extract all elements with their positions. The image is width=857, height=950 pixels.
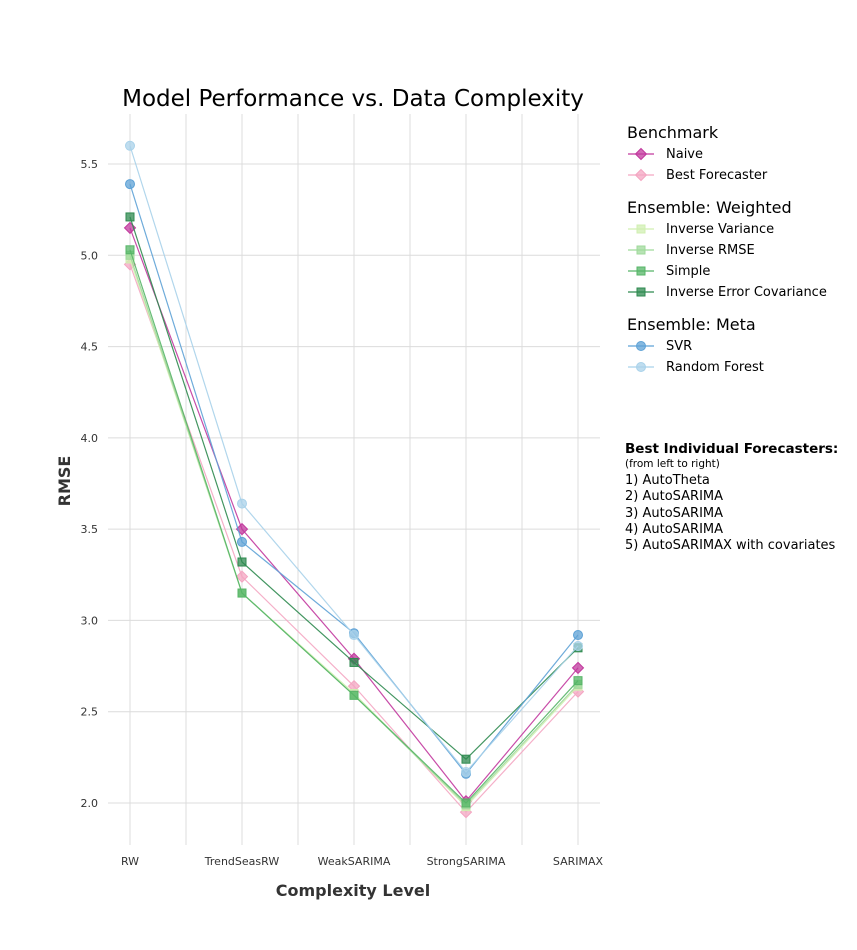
legend-group-title: Ensemble: Meta [627, 315, 756, 334]
legend-marker [636, 341, 646, 351]
x-tick-label: SARIMAX [553, 855, 604, 868]
legend-label: Random Forest [666, 360, 764, 375]
notes-subheading: (from left to right) [625, 458, 720, 470]
data-point-simple [125, 245, 135, 255]
x-axis-label: Complexity Level [276, 881, 430, 900]
data-point-svr [237, 536, 247, 547]
data-point-naive [571, 661, 585, 675]
data-point-inverse-error-covariance [461, 754, 471, 764]
data-point-random-forest [461, 766, 471, 777]
legend: Benchmark Naive Best Forecaster Ensemble: W… [627, 123, 827, 375]
y-tick-label: 4.5 [81, 341, 99, 354]
legend-marker [636, 266, 646, 276]
legend-group-title: Benchmark [627, 123, 719, 142]
legend-marker [636, 287, 646, 297]
x-tick-labels: RW TrendSeasRW WeakSARIMA StrongSARIMA SARIM… [121, 855, 604, 868]
legend-label: Naive [666, 147, 703, 162]
notes-item: 5) AutoSARIMAX with covariates [625, 538, 836, 554]
y-tick-label: 4.0 [81, 432, 99, 445]
y-axis-label: RMSE [55, 456, 74, 507]
data-point-svr [573, 630, 583, 641]
x-tick-label: WeakSARIMA [318, 855, 391, 868]
y-tick-label: 3.0 [81, 614, 99, 627]
data-point-simple [237, 588, 247, 598]
notes-item: 4) AutoSARIMA [625, 521, 724, 537]
legend-group-title: Ensemble: Weighted [627, 198, 792, 217]
data-point-random-forest [573, 640, 583, 651]
data-point-simple [461, 798, 471, 808]
y-tick-label: 2.0 [81, 797, 99, 810]
y-tick-label: 3.5 [81, 523, 99, 536]
legend-marker [636, 245, 646, 255]
data-point-best-forecaster [235, 570, 249, 583]
legend-marker [636, 224, 646, 234]
legend-label: Simple [666, 264, 710, 279]
x-tick-label: TrendSeasRW [204, 855, 280, 868]
notes-item: 3) AutoSARIMA [625, 505, 724, 521]
forecaster-notes: Best Individual Forecasters: (from left … [625, 441, 838, 554]
data-point-inverse-error-covariance [349, 657, 359, 667]
grid [108, 114, 600, 845]
legend-marker [634, 147, 648, 161]
legend-label: Inverse Variance [666, 222, 774, 237]
legend-marker [636, 362, 646, 372]
data-point-inverse-error-covariance [237, 557, 247, 567]
series-group [123, 140, 585, 819]
data-point-random-forest [237, 498, 247, 509]
notes-item: 2) AutoSARIMA [625, 489, 724, 505]
legend-label: Inverse RMSE [666, 243, 755, 258]
data-point-random-forest [125, 140, 135, 151]
legend-marker [634, 168, 648, 182]
legend-label: Inverse Error Covariance [666, 285, 827, 300]
data-point-simple [349, 690, 359, 700]
y-tick-label: 5.5 [81, 158, 99, 171]
data-point-inverse-error-covariance [125, 212, 135, 222]
y-tick-labels: 2.0 2.5 3.0 3.5 4.0 4.5 5.0 5.5 [81, 158, 99, 810]
x-tick-label: StrongSARIMA [427, 855, 506, 868]
chart-title: Model Performance vs. Data Complexity [122, 86, 584, 112]
notes-heading: Best Individual Forecasters: [625, 441, 839, 457]
data-point-random-forest [349, 630, 359, 641]
legend-label: SVR [666, 339, 692, 354]
data-point-svr [125, 179, 135, 190]
data-point-simple [573, 676, 583, 686]
y-tick-label: 2.5 [81, 706, 99, 719]
legend-label: Best Forecaster [666, 168, 768, 183]
notes-item: 1) AutoTheta [625, 473, 710, 488]
x-tick-label: RW [121, 855, 139, 868]
y-tick-label: 5.0 [81, 249, 99, 262]
